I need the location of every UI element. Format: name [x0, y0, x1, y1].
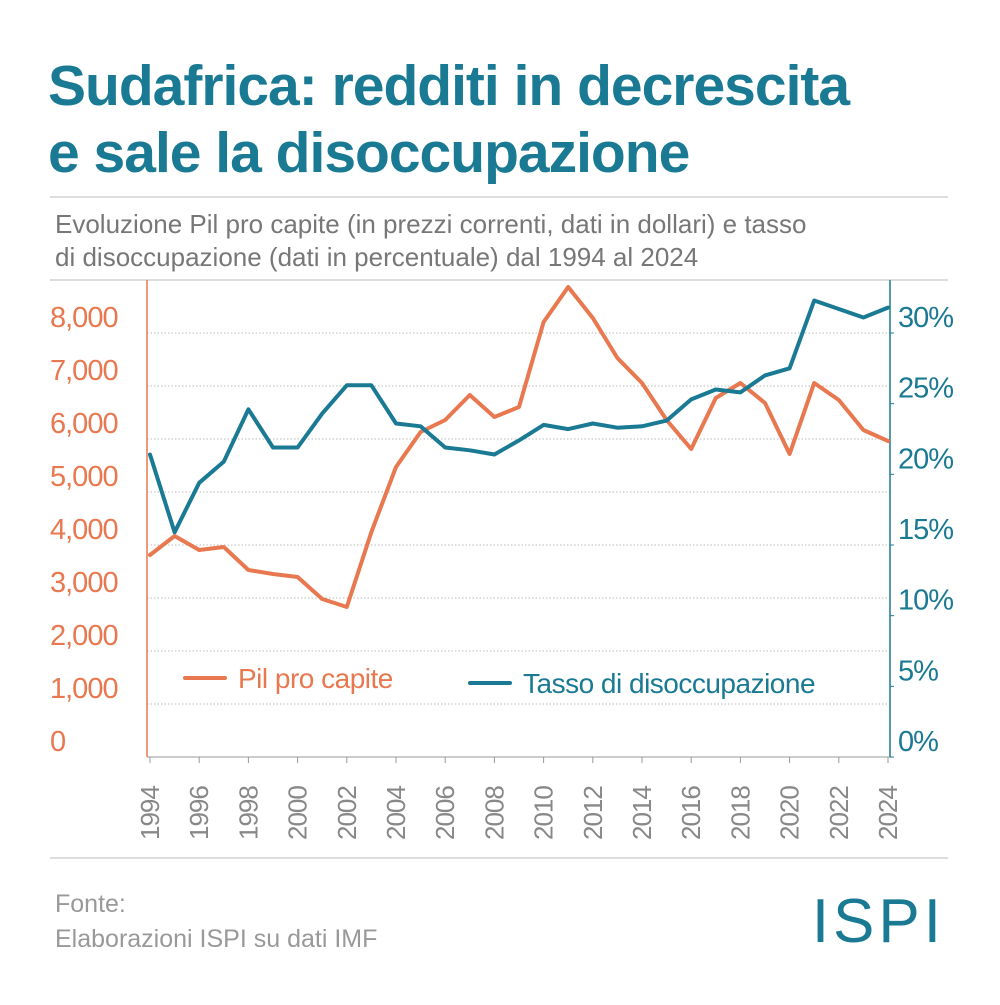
x-tick-label: 2016	[676, 786, 706, 840]
x-tick-label: 1994	[135, 786, 165, 840]
x-tick-label: 2024	[873, 786, 903, 840]
y2-tick-label: 10%	[898, 585, 953, 617]
y-tick-label: 6,000	[50, 408, 118, 440]
y2-tick-label: 20%	[898, 443, 953, 475]
x-tick-label: 2004	[381, 786, 411, 840]
data-line	[148, 298, 890, 535]
x-tick-label: 2002	[332, 786, 362, 840]
y-tick-label: 2,000	[50, 620, 118, 652]
source: Elaborazioni ISPI su dati IMF	[55, 925, 377, 953]
x-tick-label: 1998	[233, 786, 263, 840]
y-tick-label: 1,000	[50, 673, 118, 705]
source: Fonte:	[55, 890, 126, 918]
y-tick-label: 0	[50, 726, 65, 758]
chart-subtitle: di disoccupazione (dati in percentuale) …	[55, 242, 698, 272]
y2-tick-label: 5%	[898, 655, 938, 687]
x-tick-label: 2012	[578, 786, 608, 840]
y2-tick-label: 0%	[898, 726, 938, 758]
chart-title: Sudafrica: redditi in decrescita	[48, 54, 851, 118]
legend-label: Pil pro capite	[238, 663, 393, 694]
y-tick-label: 8,000	[50, 302, 118, 334]
y-tick-label: 5,000	[50, 461, 118, 493]
data-line	[148, 285, 890, 609]
x-tick-label: 2010	[529, 786, 559, 840]
x-tick-label: 2008	[479, 786, 509, 840]
y-tick-label: 7,000	[50, 355, 118, 387]
x-tick-label: 2014	[627, 786, 657, 840]
x-tick-label: 2006	[430, 786, 460, 840]
x-tick-label: 2018	[725, 786, 755, 840]
chart-title: e sale la disoccupazione	[48, 121, 689, 185]
chart-subtitle: Evoluzione Pil pro capite (in prezzi cor…	[55, 209, 806, 239]
y2-tick-label: 25%	[898, 373, 953, 405]
x-tick-label: 2022	[824, 786, 854, 840]
x-tick-label: 1996	[184, 786, 214, 840]
legend-label: Tasso di disoccupazione	[523, 668, 815, 699]
x-tick-label: 2020	[775, 786, 805, 840]
y-tick-label: 4,000	[50, 514, 118, 546]
x-tick-label: 2000	[283, 786, 313, 840]
y-tick-label: 3,000	[50, 567, 118, 599]
y2-tick-label: 30%	[898, 302, 953, 334]
logo: ISPI	[812, 887, 945, 956]
y2-tick-label: 15%	[898, 514, 953, 546]
